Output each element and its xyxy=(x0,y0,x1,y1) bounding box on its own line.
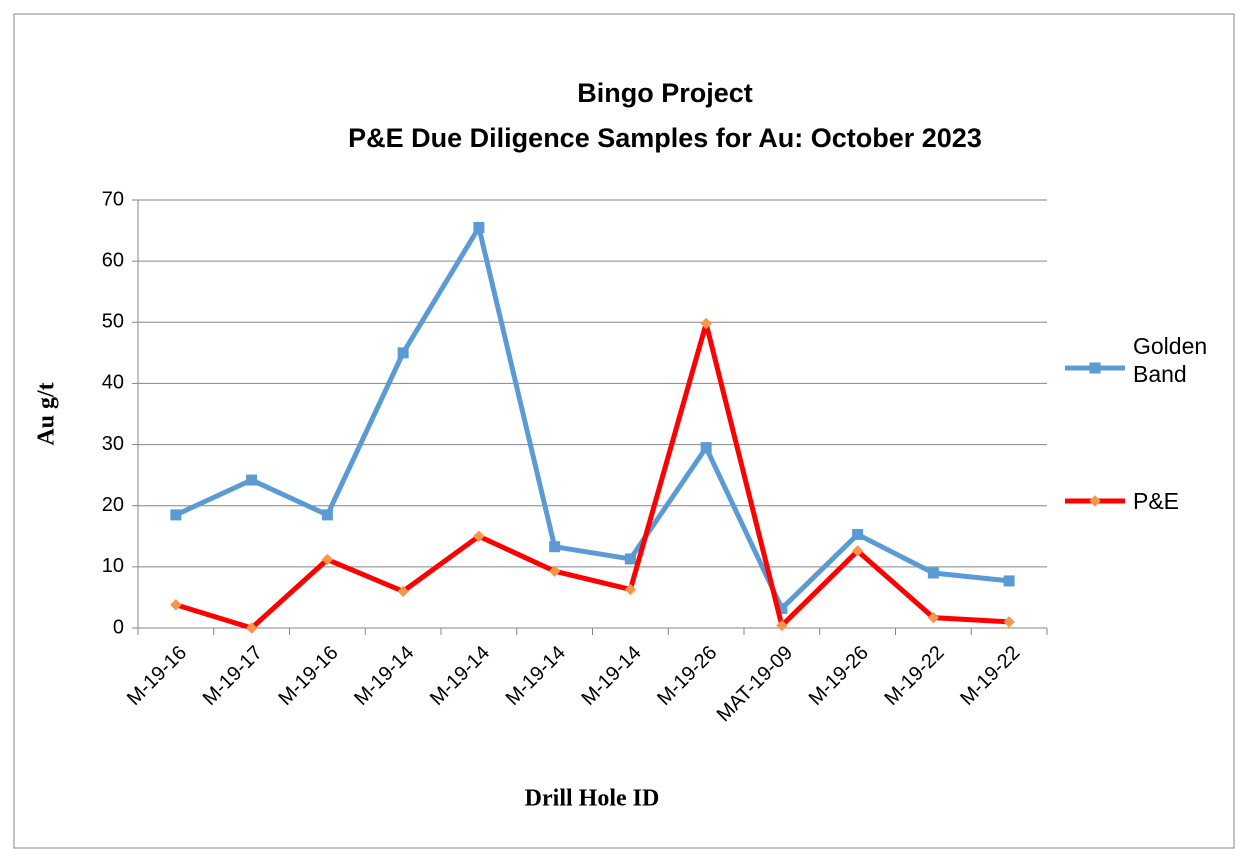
y-tick-label: 60 xyxy=(102,249,124,271)
chart-title: Bingo Project xyxy=(577,78,753,108)
marker xyxy=(170,599,182,611)
marker xyxy=(624,553,636,565)
y-axis-label: Au g/t xyxy=(34,382,60,445)
y-tick-label: 10 xyxy=(102,555,124,577)
marker xyxy=(170,509,182,521)
marker xyxy=(1089,362,1101,374)
marker xyxy=(927,567,939,579)
x-axis-label: Drill Hole ID xyxy=(525,786,660,812)
marker xyxy=(624,583,637,596)
marker xyxy=(548,565,561,577)
marker xyxy=(321,553,334,566)
marker xyxy=(245,622,258,634)
marker xyxy=(700,442,712,454)
marker xyxy=(397,585,409,598)
marker xyxy=(776,619,788,632)
marker xyxy=(1003,575,1015,587)
marker xyxy=(1003,616,1015,628)
y-tick-label: 0 xyxy=(113,616,124,638)
marker xyxy=(1089,495,1101,507)
marker xyxy=(852,528,864,540)
chart-subtitle: P&E Due Diligence Samples for Au: Octobe… xyxy=(348,123,982,153)
marker xyxy=(473,222,485,234)
marker xyxy=(549,541,561,553)
marker xyxy=(927,611,940,624)
marker xyxy=(397,347,409,359)
y-tick-label: 70 xyxy=(102,188,124,210)
legend-label: Golden Band xyxy=(1133,333,1208,387)
y-tick-label: 20 xyxy=(102,494,124,516)
marker xyxy=(321,509,333,521)
y-tick-label: 40 xyxy=(102,372,124,394)
marker xyxy=(473,530,485,542)
marker xyxy=(246,474,258,486)
chart-frame xyxy=(13,13,1235,849)
y-tick-label: 50 xyxy=(102,311,124,333)
legend-label: P&E xyxy=(1133,488,1180,514)
y-tick-label: 30 xyxy=(102,433,124,455)
series-line xyxy=(174,225,1010,611)
marker xyxy=(851,545,864,557)
marker xyxy=(700,317,712,330)
series-line xyxy=(175,321,1010,631)
